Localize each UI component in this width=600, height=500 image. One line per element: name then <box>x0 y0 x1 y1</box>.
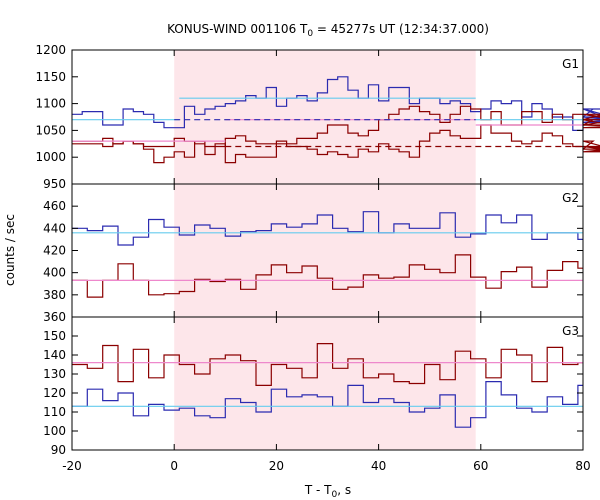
y-tick-label: 420 <box>43 244 66 258</box>
y-tick-label: 100 <box>43 424 66 438</box>
x-tick-label: 60 <box>473 459 488 473</box>
y-tick-label: 460 <box>43 199 66 213</box>
y-tick-label: 120 <box>43 386 66 400</box>
y-tick-label: 130 <box>43 367 66 381</box>
highlight-band <box>174 184 476 317</box>
panel-frame <box>71 316 584 451</box>
x-tick-label: 80 <box>575 459 590 473</box>
level-cyan-1 <box>72 97 583 121</box>
y-tick-label: 1150 <box>35 70 66 84</box>
x-tick-label: 20 <box>269 459 284 473</box>
highlight-band <box>174 317 476 450</box>
panel-g3: 90 100 110 120 130 140 150 G3 <box>43 316 584 457</box>
y-tick-label: 360 <box>43 310 66 324</box>
x-tick-label: -20 <box>62 459 82 473</box>
y-tick-label: 1200 <box>35 43 66 57</box>
panel-label: G1 <box>562 57 579 71</box>
y-axis-label: counts / sec <box>3 214 17 286</box>
y-tick-label: 110 <box>43 405 66 419</box>
panel-label: G3 <box>562 324 579 338</box>
panel-label: G2 <box>562 191 579 205</box>
x-axis-label: T - T0, s <box>304 483 351 500</box>
y-tick-label: 90 <box>51 443 66 457</box>
highlight-band <box>174 50 476 184</box>
series-red-2 <box>72 254 583 298</box>
y-tick-label: 400 <box>43 266 66 280</box>
series-red-1 <box>72 343 583 386</box>
y-tick-label: 440 <box>43 221 66 235</box>
y-tick-label: 950 <box>43 177 66 191</box>
y-tick-label: 140 <box>43 348 66 362</box>
y-tick-label: 150 <box>43 329 66 343</box>
series-blue-2 <box>72 381 583 428</box>
panel-g2: 360 380 400 420 440 460 G2 <box>43 183 584 324</box>
y-tick-label: 1100 <box>35 97 66 111</box>
y-tick-label: 1050 <box>35 123 66 137</box>
x-tick-label: 40 <box>371 459 386 473</box>
x-tick-label: 0 <box>170 459 178 473</box>
y-tick-label: 380 <box>43 288 66 302</box>
plot-panels: 95010001050110011501200G1360380400420440… <box>35 43 600 473</box>
chart-title: KONUS-WIND 001106 T0 = 45277s UT (12:34:… <box>167 22 489 39</box>
panel-g1: 950 1000 1050 1100 1150 1200 G1 <box>35 43 600 191</box>
y-tick-label: 1000 <box>35 150 66 164</box>
series-blue-1 <box>72 211 583 246</box>
